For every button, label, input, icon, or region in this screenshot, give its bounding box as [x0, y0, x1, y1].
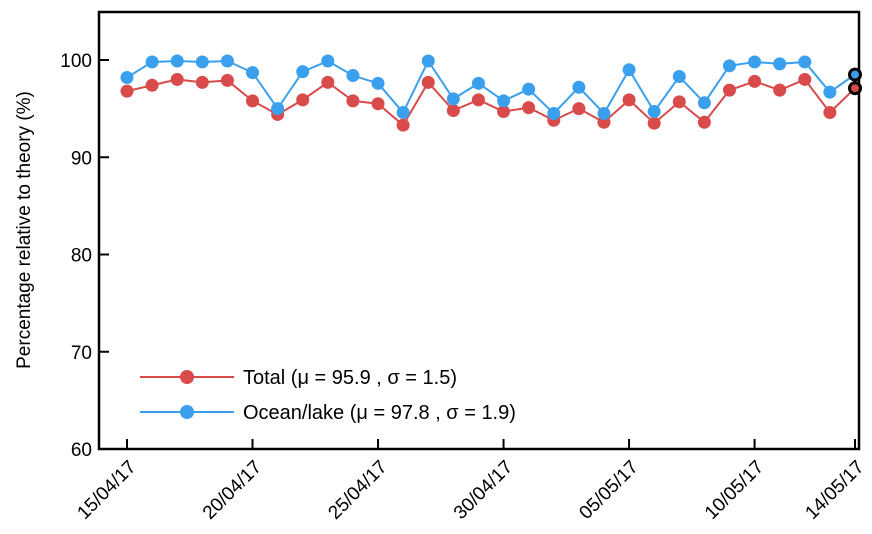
x-tick-label: 05/05/17 [575, 457, 642, 524]
highlighted-data-point [848, 67, 862, 82]
series-total [126, 78, 856, 127]
data-point [371, 76, 385, 90]
y-tick-label: 70 [71, 343, 92, 364]
data-point [170, 54, 184, 68]
legend-marker [180, 370, 194, 384]
data-point [798, 55, 812, 69]
data-point [547, 106, 561, 120]
data-point [120, 84, 134, 98]
data-point [697, 115, 711, 129]
x-tick-label: 30/04/17 [450, 457, 517, 524]
y-tick-label: 80 [71, 246, 92, 267]
data-point [622, 93, 636, 107]
data-point [120, 71, 134, 85]
data-point [823, 106, 837, 120]
legend: Total (μ = 95.9 , σ = 1.5) Ocean/lake (μ … [140, 367, 516, 424]
data-point [773, 57, 787, 71]
data-point [446, 92, 460, 106]
series-line [126, 78, 856, 127]
data-point [421, 54, 435, 68]
data-point [220, 73, 234, 87]
data-point [823, 85, 837, 99]
plot-frame [97, 10, 861, 451]
y-axis: 60 70 80 90 100 [60, 51, 109, 461]
data-point [647, 116, 661, 130]
data-point [471, 76, 485, 90]
x-tick-label: 10/05/17 [701, 457, 768, 524]
data-point [446, 104, 460, 118]
x-tick-label: 25/04/17 [324, 457, 391, 524]
y-axis-title: Percentage relative to theory (%) [14, 91, 35, 369]
data-point [722, 83, 736, 97]
series-markers-ocean-lake [120, 54, 862, 120]
data-point [220, 54, 234, 68]
data-point [697, 96, 711, 110]
data-point [371, 97, 385, 111]
data-point [622, 63, 636, 77]
y-tick-label: 100 [60, 51, 92, 72]
data-point [170, 72, 184, 86]
x-axis: 15/04/17 20/04/17 25/04/17 30/04/17 05/05/17… [73, 439, 869, 524]
y-tick-label: 90 [71, 148, 92, 169]
legend-marker [180, 405, 194, 419]
series-markers-total [120, 72, 862, 132]
data-point [195, 55, 209, 69]
x-tick-label: 14/05/17 [801, 457, 868, 524]
data-point [497, 94, 511, 108]
data-point [346, 94, 360, 108]
data-point [321, 75, 335, 89]
data-point [145, 78, 159, 92]
data-point [672, 95, 686, 109]
data-point [321, 54, 335, 68]
legend-label: Total (μ = 95.9 , σ = 1.5) [243, 367, 457, 389]
data-point [572, 80, 586, 94]
highlighted-data-point [848, 81, 862, 96]
y-tick-label: 60 [71, 440, 92, 461]
data-point [748, 55, 762, 69]
data-point [145, 55, 159, 69]
data-point [246, 94, 260, 108]
data-point [471, 93, 485, 107]
data-point [522, 82, 536, 96]
data-point [346, 69, 360, 83]
data-point [672, 70, 686, 84]
data-point [396, 118, 410, 132]
data-point [195, 75, 209, 89]
data-point [572, 102, 586, 116]
data-point [421, 75, 435, 89]
data-point [722, 59, 736, 73]
data-point [246, 66, 260, 80]
data-point [271, 102, 285, 116]
x-tick-label: 15/04/17 [73, 457, 140, 524]
plot-area-frame [97, 10, 861, 451]
data-point [522, 101, 536, 115]
data-point [296, 65, 310, 79]
data-point [597, 106, 611, 120]
x-tick-label: 20/04/17 [199, 457, 266, 524]
data-point [647, 105, 661, 119]
data-point [497, 105, 511, 119]
legend-label: Ocean/lake (μ = 97.8 , σ = 1.9) [243, 402, 516, 424]
data-point [798, 72, 812, 86]
data-point [748, 74, 762, 88]
data-point [296, 93, 310, 107]
data-point [396, 106, 410, 120]
data-point [773, 83, 787, 97]
series-layer [120, 54, 862, 132]
